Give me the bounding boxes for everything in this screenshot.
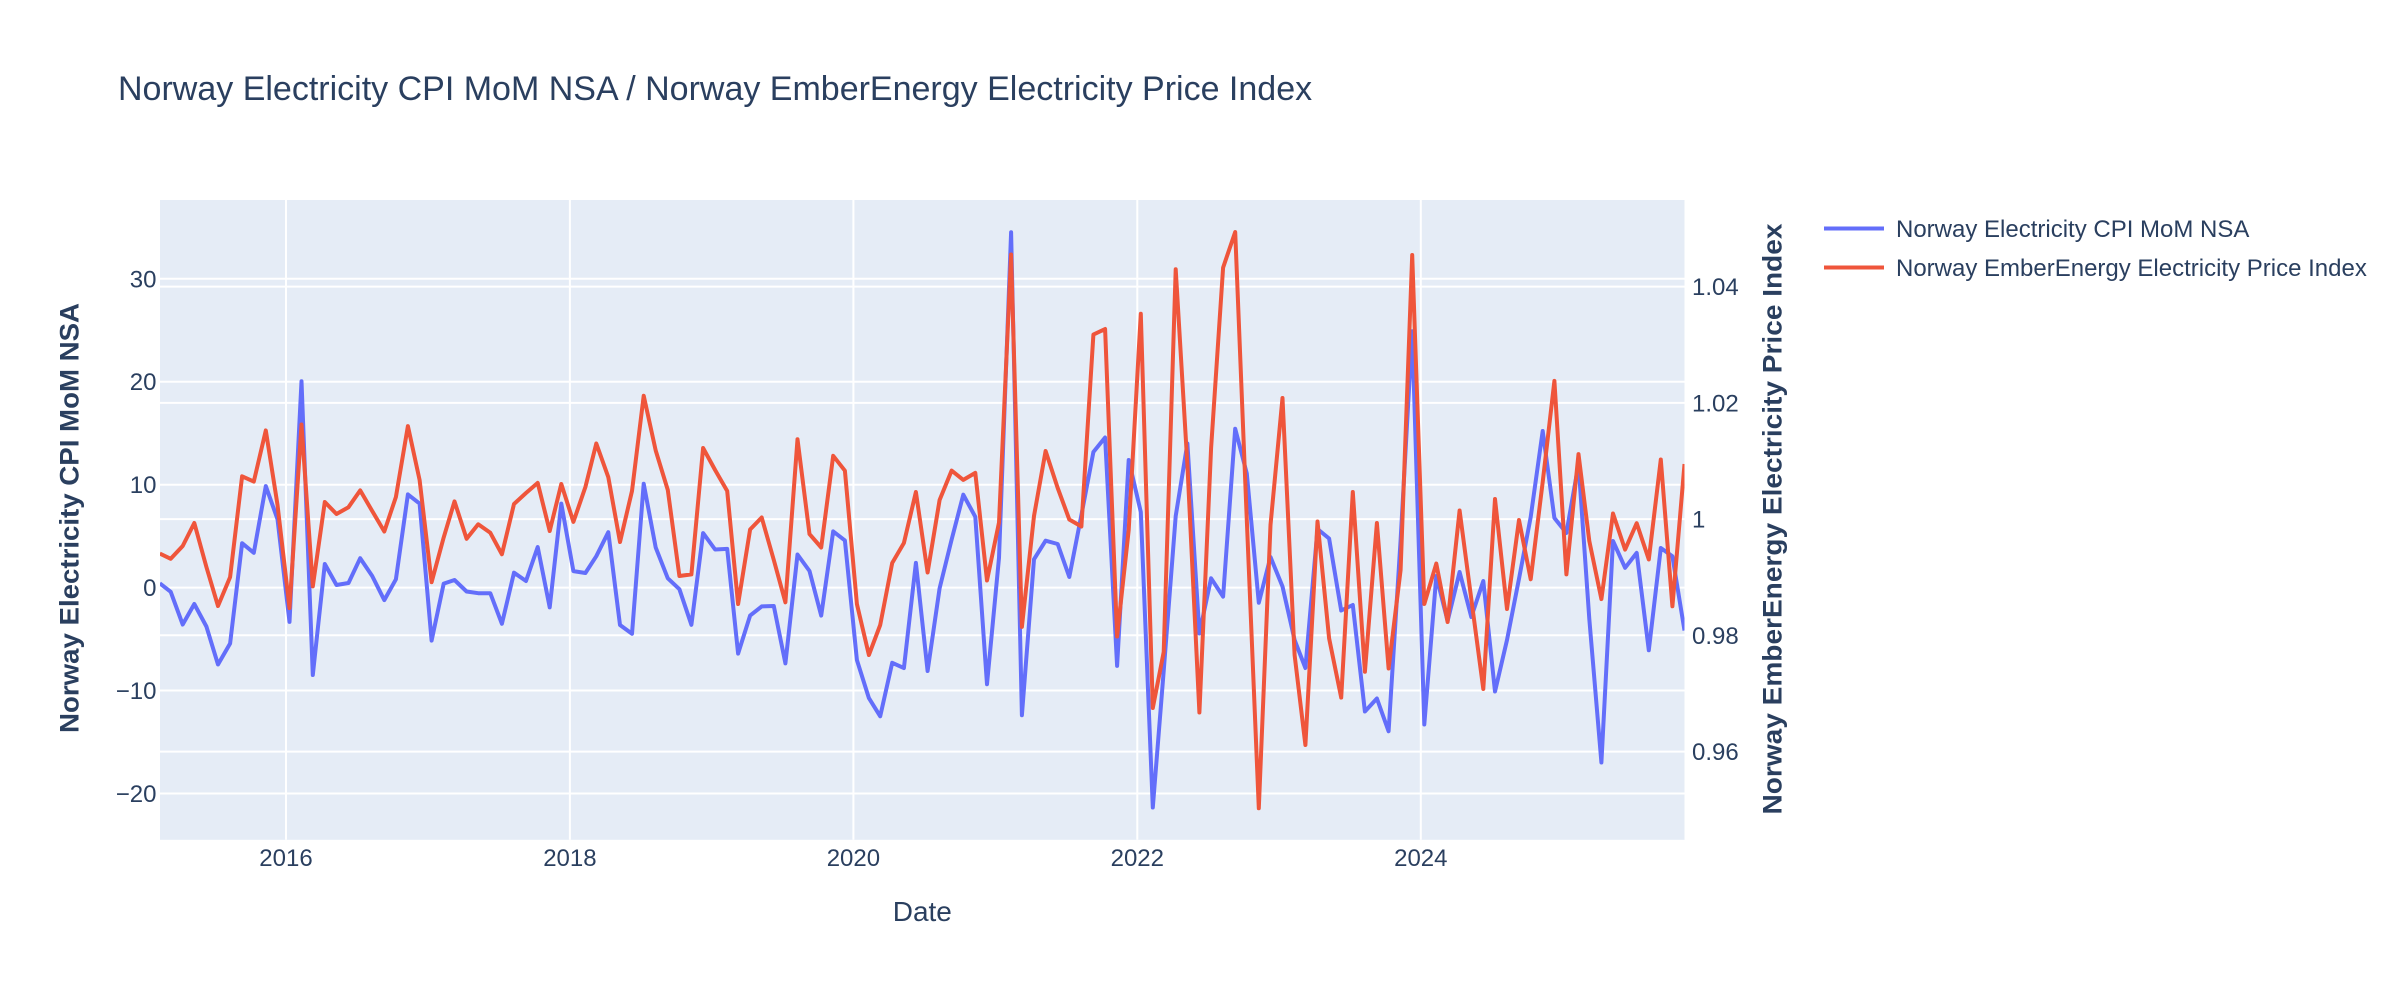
- svg-text:20: 20: [130, 369, 157, 396]
- svg-text:Date: Date: [893, 896, 952, 927]
- svg-text:Norway EmberEnergy Electricity: Norway EmberEnergy Electricity Price Ind…: [1758, 223, 1788, 814]
- svg-text:2020: 2020: [827, 845, 880, 872]
- svg-text:Norway EmberEnergy Electricity: Norway EmberEnergy Electricity Price Ind…: [1896, 255, 2367, 282]
- svg-text:2024: 2024: [1394, 845, 1447, 872]
- svg-text:1: 1: [1692, 507, 1705, 534]
- svg-text:Norway Electricity CPI MoM NSA: Norway Electricity CPI MoM NSA: [55, 303, 85, 733]
- svg-text:2018: 2018: [543, 845, 596, 872]
- svg-text:10: 10: [130, 472, 157, 499]
- svg-text:2016: 2016: [259, 845, 312, 872]
- svg-text:0.98: 0.98: [1692, 623, 1739, 650]
- svg-text:Norway Electricity CPI MoM NSA: Norway Electricity CPI MoM NSA: [1896, 216, 2249, 243]
- svg-text:0.96: 0.96: [1692, 739, 1739, 766]
- svg-text:2022: 2022: [1111, 845, 1164, 872]
- svg-text:1.02: 1.02: [1692, 390, 1739, 417]
- svg-text:30: 30: [130, 266, 157, 293]
- svg-text:−10: −10: [116, 678, 157, 705]
- svg-text:−20: −20: [116, 781, 157, 808]
- svg-text:1.04: 1.04: [1692, 274, 1739, 301]
- svg-text:Norway Electricity CPI MoM NSA: Norway Electricity CPI MoM NSA / Norway …: [118, 70, 1312, 108]
- svg-text:0: 0: [143, 575, 156, 602]
